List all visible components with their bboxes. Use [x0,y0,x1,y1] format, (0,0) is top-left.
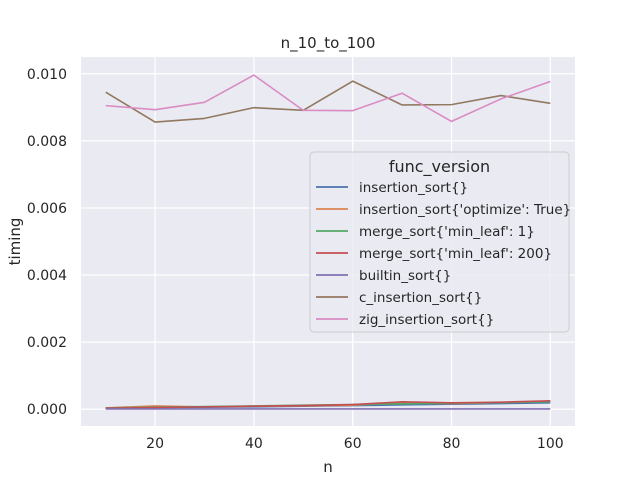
legend-label-6: zig_insertion_sort{} [359,312,494,328]
x-tick-label: 40 [245,436,263,452]
y-tick-label: 0.004 [27,268,67,284]
y-tick-label: 0.006 [27,201,67,217]
x-tick-label: 100 [537,436,564,452]
chart-title: n_10_to_100 [281,34,376,53]
legend-label-1: insertion_sort{'optimize': True} [359,202,571,218]
legend-label-0: insertion_sort{} [359,180,468,196]
series-line-5 [105,80,551,123]
x-tick-label: 20 [146,436,164,452]
legend-box [309,151,570,333]
legend-label-2: merge_sort{'min_leaf': 1} [359,224,535,240]
legend-label-4: builtin_sort{} [359,268,451,284]
y-tick-label: 0.002 [27,335,67,351]
x-tick-label: 60 [344,436,362,452]
legend-items: insertion_sort{} insertion_sort{'optimize… [316,180,571,328]
legend-label-5: c_insertion_sort{} [359,290,482,306]
y-tick-labels: 0.000 0.002 0.004 0.006 0.008 0.010 [27,67,67,418]
legend-label-3: merge_sort{'min_leaf': 200} [359,246,552,262]
legend-title: func_version [389,157,490,177]
y-tick-label: 0.008 [27,134,67,150]
legend: func_version insertion_sort{}insertion_s… [309,151,571,333]
x-tick-label: 80 [443,436,461,452]
x-axis-label: n [323,458,333,476]
y-tick-label: 0.010 [27,67,67,83]
series-line-6 [105,74,551,123]
series-line-3 [105,400,551,410]
y-tick-label: 0.000 [27,402,67,418]
y-axis-label: timing [6,218,24,266]
series-lines [105,74,551,410]
x-tick-labels: 20 40 60 80 100 [146,436,563,452]
